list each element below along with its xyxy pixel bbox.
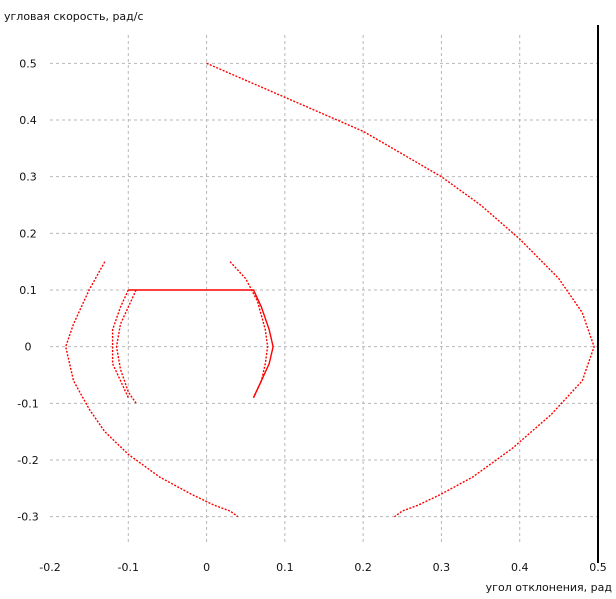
trajectory-line-4 bbox=[111, 289, 129, 398]
x-tick-label: 0.3 bbox=[433, 561, 451, 574]
tick-layer: -0.2 -0.1 0 0.1 0.2 0.3 0.4 0.5 0.5 0.4 0.3 0.2 0.1 0… bbox=[17, 57, 606, 574]
y-tick-label: -0.3 bbox=[17, 511, 38, 524]
trajectory-line-5 bbox=[229, 261, 269, 398]
trajectory-line-6 bbox=[115, 289, 137, 404]
x-tick-label: 0.2 bbox=[354, 561, 372, 574]
trajectory-line-2 bbox=[64, 261, 239, 518]
x-axis-label: угол отклонения, рад bbox=[486, 581, 613, 594]
x-tick-label: -0.2 bbox=[39, 561, 60, 574]
y-axis-label: угловая скорость, рад/с bbox=[4, 10, 144, 23]
x-tick-label: 0.5 bbox=[589, 561, 607, 574]
y-tick-label: 0.4 bbox=[19, 114, 37, 127]
series-layer bbox=[64, 62, 595, 518]
y-tick-label: -0.1 bbox=[17, 397, 38, 410]
y-tick-label: -0.2 bbox=[17, 454, 38, 467]
y-tick-label: 0.5 bbox=[19, 57, 37, 70]
trajectory-line-3 bbox=[128, 289, 274, 398]
trajectory-line-1 bbox=[206, 62, 595, 518]
y-tick-label: 0.3 bbox=[19, 171, 37, 184]
y-tick-label: 0.1 bbox=[19, 284, 37, 297]
x-tick-label: 0.1 bbox=[276, 561, 294, 574]
x-tick-label: 0 bbox=[203, 561, 210, 574]
x-tick-label: -0.1 bbox=[118, 561, 139, 574]
y-tick-label: 0 bbox=[25, 341, 32, 354]
y-tick-label: 0.2 bbox=[19, 227, 37, 240]
x-tick-label: 0.4 bbox=[511, 561, 529, 574]
